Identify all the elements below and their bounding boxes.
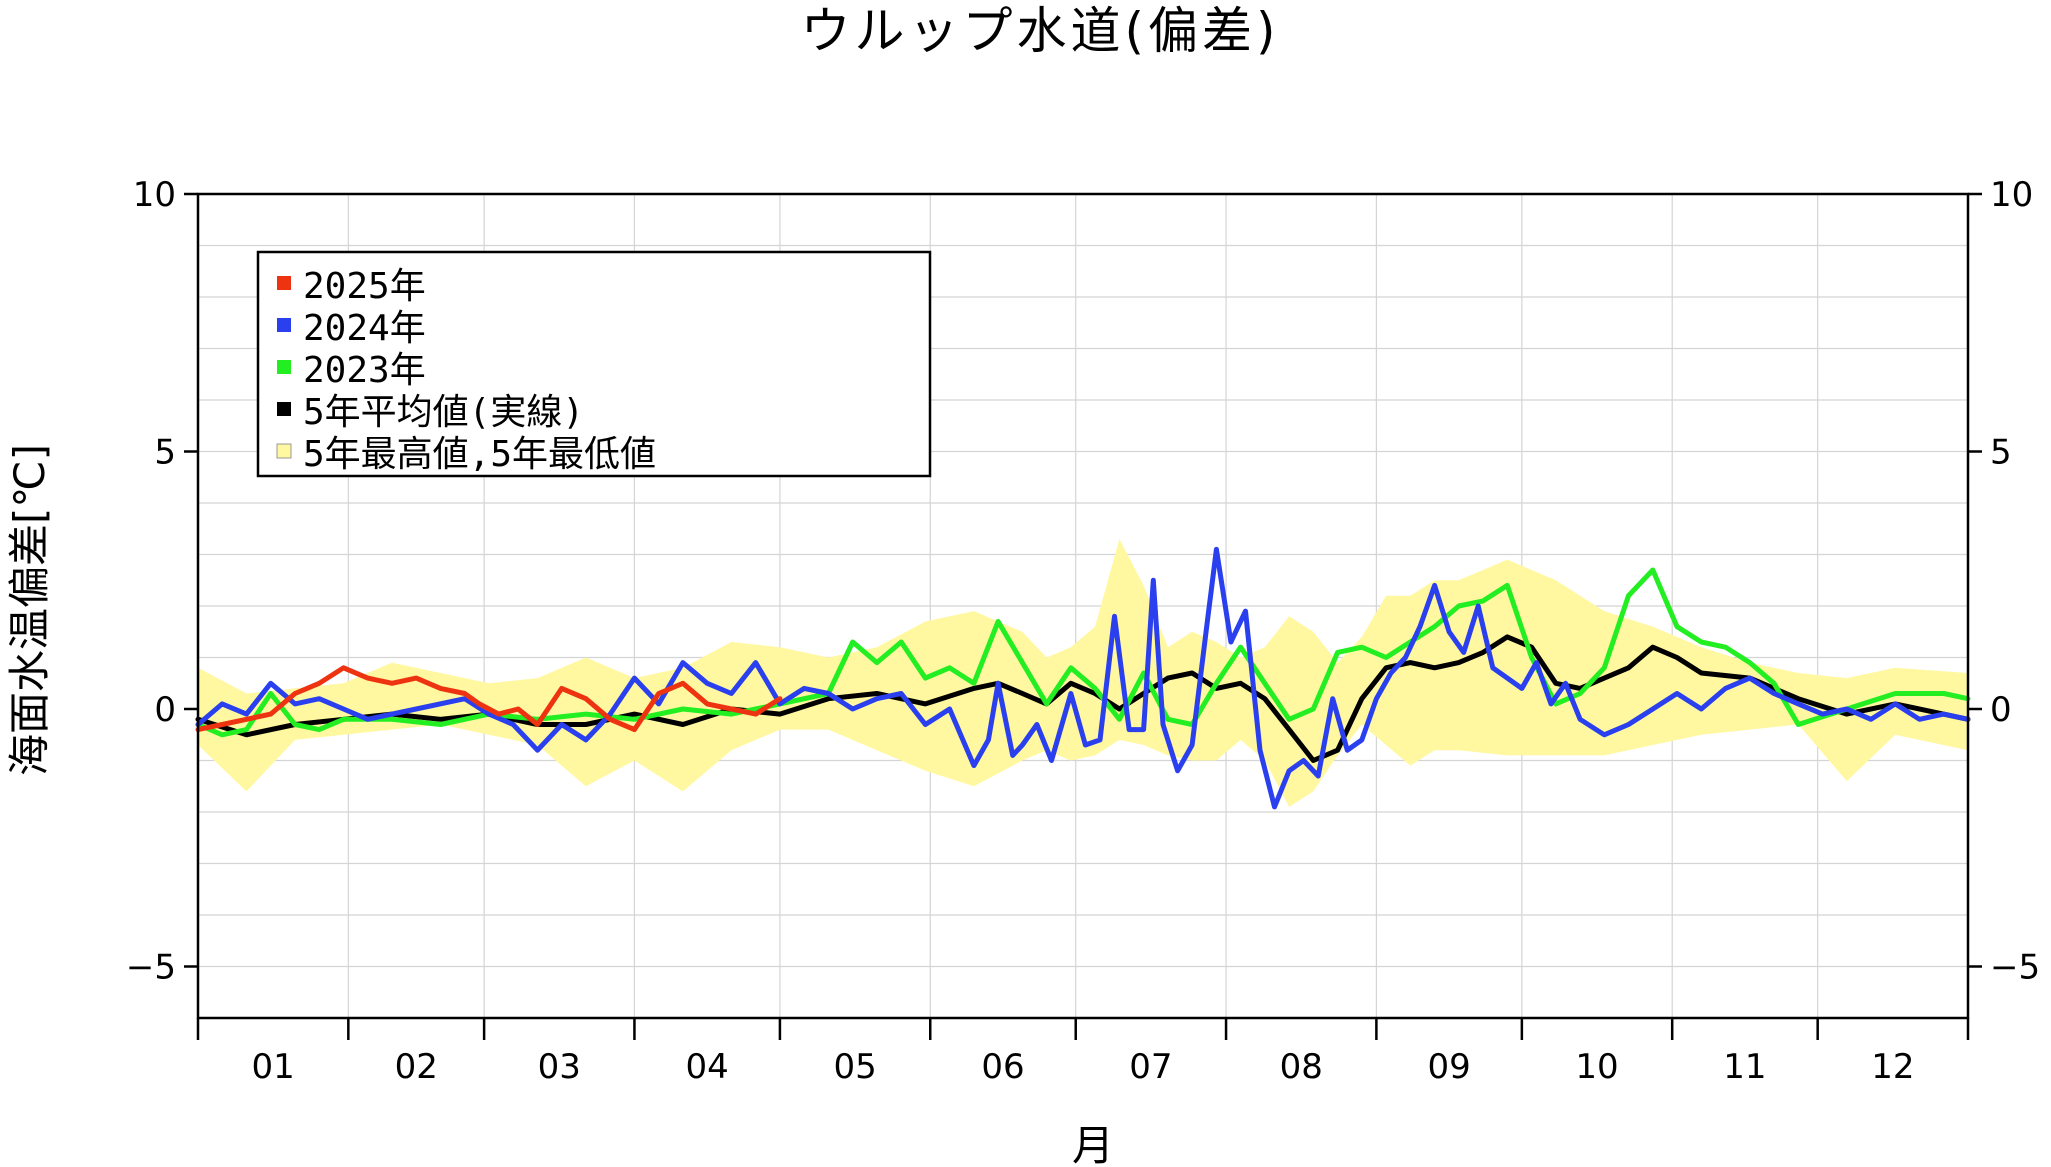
x-tick-label: 03 bbox=[538, 1047, 581, 1087]
legend-label: 2024年 bbox=[303, 308, 426, 349]
x-tick-label: 05 bbox=[833, 1047, 876, 1087]
x-tick-label: 10 bbox=[1575, 1047, 1618, 1087]
x-tick-label: 04 bbox=[686, 1047, 729, 1087]
x-tick-label: 02 bbox=[395, 1047, 438, 1087]
series-line-2025年 bbox=[195, 665, 783, 733]
x-axis-label: 月 bbox=[1072, 1121, 1114, 1167]
y-tick-label-left: 0 bbox=[154, 690, 176, 730]
legend-swatch bbox=[277, 402, 291, 416]
chart-title: ウルップ水道(偏差) bbox=[800, 2, 1279, 60]
legend-swatch bbox=[277, 360, 291, 374]
legend-label: 2025年 bbox=[303, 266, 426, 307]
series-line-2023年 bbox=[195, 567, 1971, 738]
x-tick-label: 11 bbox=[1723, 1047, 1766, 1087]
series-line-2024年 bbox=[195, 546, 1971, 810]
legend-box bbox=[256, 250, 932, 478]
plot-frame bbox=[196, 192, 1970, 1020]
series-lines bbox=[195, 546, 1971, 810]
legend-swatch bbox=[276, 443, 292, 459]
y-axis-label: 海面水温偏差[℃] bbox=[5, 444, 54, 776]
y-tick-label-left: 5 bbox=[154, 433, 176, 473]
x-tick-label: 07 bbox=[1129, 1047, 1172, 1087]
y-tick-label-right: −5 bbox=[1990, 948, 2040, 988]
legend-label: 5年平均値(実線) bbox=[303, 392, 584, 433]
y-tick-label-right: 5 bbox=[1990, 433, 2012, 473]
legend-swatch bbox=[277, 276, 291, 290]
legend-label: 2023年 bbox=[303, 350, 426, 391]
x-tick-label: 08 bbox=[1280, 1047, 1323, 1087]
legend-swatch bbox=[277, 318, 291, 332]
y-tick-label-left: −5 bbox=[126, 948, 176, 988]
x-tick-label: 12 bbox=[1871, 1047, 1914, 1087]
y-tick-label-right: 10 bbox=[1990, 175, 2033, 215]
y-tick-label-right: 0 bbox=[1990, 690, 2012, 730]
y-tick-label-left: 10 bbox=[133, 175, 176, 215]
x-tick-label: 09 bbox=[1427, 1047, 1470, 1087]
x-tick-label: 01 bbox=[252, 1047, 295, 1087]
envelope-area bbox=[198, 539, 1968, 807]
legend-label: 5年最高値,5年最低値 bbox=[303, 434, 656, 475]
x-tick-label: 06 bbox=[981, 1047, 1024, 1087]
envelope-range-area bbox=[198, 539, 1968, 807]
